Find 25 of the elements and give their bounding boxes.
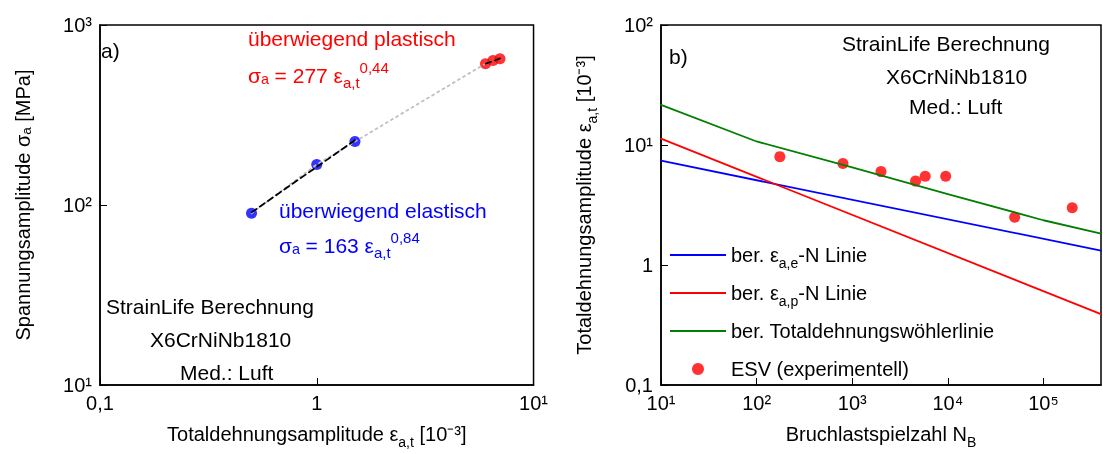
x-tick-label: 10⁴ [932, 392, 964, 414]
x-tick-label: 10² [742, 392, 772, 414]
annotation: Med.: Luft [180, 360, 274, 384]
y-tick-label: 10² [624, 14, 654, 36]
y-axis-title: Spannungsamplitude σₐ [MPa] [12, 69, 34, 341]
x-tick-label: 10⁵ [1028, 392, 1059, 414]
series-label: überwiegend plastisch [248, 26, 456, 50]
legend-label: ESV (experimentell) [731, 358, 909, 380]
annotation: X6CrNiNb1810 [150, 327, 292, 351]
y-tick-label: 10² [63, 194, 93, 216]
annotation: StrainLife Berechnung [842, 31, 1050, 55]
x-tick-label: 1 [311, 392, 323, 414]
annotation: Med.: Luft [909, 94, 1003, 118]
y-axis-title: Totaldehnungsamplitude εa,t [10⁻³] [573, 55, 600, 355]
y-tick-label: 10³ [63, 14, 93, 36]
x-tick-label: 10¹ [519, 392, 549, 414]
x-tick-label: 10³ [837, 392, 868, 414]
annotation: a) [101, 38, 120, 62]
legend-label: ber. Totaldehnungswöhlerlinie [731, 320, 995, 342]
annotation: StrainLife Berechnung [106, 294, 314, 318]
series-label: überwiegend elastisch [279, 198, 487, 222]
annotation: b) [669, 44, 688, 68]
y-tick-label: 1 [641, 254, 653, 276]
annotation: X6CrNiNb1810 [886, 64, 1028, 88]
y-tick-label: 10¹ [624, 134, 654, 156]
